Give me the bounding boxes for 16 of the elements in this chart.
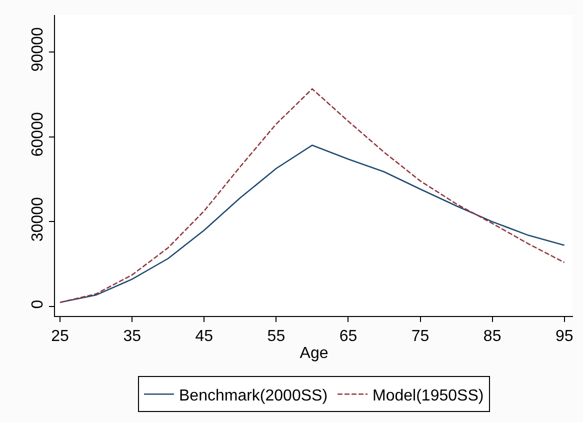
line-series [59, 88, 565, 304]
x-tick-label: 25 [51, 328, 70, 346]
legend-label: Benchmark(2000SS) [179, 387, 328, 404]
x-tick-label: 65 [339, 328, 358, 346]
y-tick-label: 30000 [30, 196, 47, 242]
x-tick-label: 55 [267, 328, 286, 346]
x-axis-title: Age [300, 344, 328, 362]
y-tick-label: 60000 [30, 112, 47, 157]
x-tick-label: 75 [411, 328, 430, 346]
x-tick-label: 85 [483, 328, 502, 346]
x-tick-label: 95 [555, 328, 574, 346]
x-tick-label: 35 [123, 328, 142, 346]
legend-label: Model(1950SS) [372, 387, 484, 404]
y-tick-label: 90000 [30, 27, 47, 72]
x-tick-label: 45 [195, 328, 214, 346]
y-tick-label: 0 [30, 300, 47, 309]
